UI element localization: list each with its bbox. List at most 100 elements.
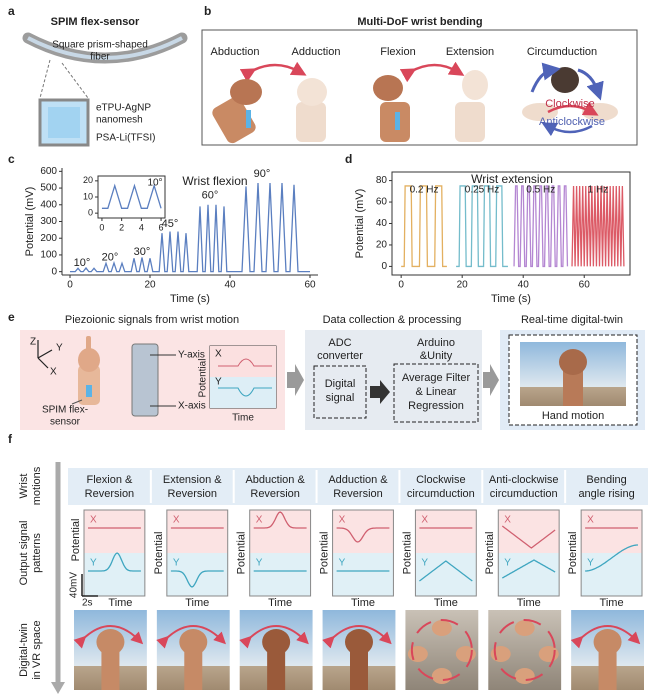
column-label: Bending <box>586 474 626 486</box>
vr-arm <box>184 650 203 690</box>
output-label: Hand motion <box>542 410 604 422</box>
x-tick-label: 20 <box>144 280 156 291</box>
x-label: Time <box>185 597 209 609</box>
decor-rect <box>455 102 485 142</box>
decor-rect <box>246 110 251 128</box>
y-tick-label: 600 <box>40 166 57 177</box>
motion-label: Extension <box>446 46 494 58</box>
signal-band-x <box>166 510 228 553</box>
series-label: 0.5 Hz <box>526 185 555 196</box>
x-tick-label: 60 <box>304 280 316 291</box>
section-title: Piezoionic signals from wrist motion <box>65 314 239 326</box>
signal-band-x <box>332 510 394 553</box>
vr-fist <box>455 646 476 662</box>
mini-y-label: Potential <box>198 359 209 398</box>
mini-signal <box>218 387 272 397</box>
decor-path <box>577 68 604 101</box>
data-line <box>70 183 310 273</box>
motion-label: Adduction <box>292 46 341 58</box>
channel-label: Y <box>339 558 346 569</box>
panel-label: e <box>8 310 15 324</box>
chart-annotation: 10° <box>147 178 162 189</box>
block-label: &Unity <box>420 350 453 362</box>
vr-arrow <box>493 619 556 681</box>
angle-label: 10° <box>74 257 91 269</box>
y-label: Potential <box>567 532 579 575</box>
motion-label: Flexion <box>380 46 415 58</box>
row-label: in VR space <box>31 620 43 679</box>
cross-section-core <box>48 107 80 138</box>
decor-ellipse <box>230 79 262 105</box>
decor-ellipse <box>373 75 403 101</box>
y-axis-label: Potential (mV) <box>24 187 36 257</box>
decor-line <box>71 399 83 405</box>
signal-band-y <box>84 553 145 596</box>
channel-label: X <box>587 515 594 526</box>
motion-arrow <box>399 61 465 83</box>
row-label: Output signal <box>18 521 30 586</box>
fiber-axis-label: X-axis <box>178 401 206 412</box>
x-tick-label: 0 <box>398 280 404 291</box>
x-tick-label: 2 <box>119 222 124 232</box>
header-band <box>68 468 648 505</box>
angle-label: 90° <box>254 168 271 180</box>
data-line <box>401 185 447 268</box>
y-label: Potential <box>153 532 165 575</box>
x-label: Time <box>434 597 458 609</box>
y-axis-label: Potential (mV) <box>354 189 366 259</box>
signal-band-x <box>84 510 145 553</box>
y-label: Potential <box>70 519 82 562</box>
vr-fist <box>514 620 535 636</box>
signal-band-y <box>249 553 311 596</box>
panel-label: c <box>8 152 15 166</box>
process-arrow <box>370 380 390 404</box>
column-label: angle rising <box>578 488 634 500</box>
channel-label: Y <box>421 558 428 569</box>
vr-fist <box>431 668 452 684</box>
row-label: Wrist <box>18 474 30 499</box>
y-tick-label: 400 <box>40 199 57 210</box>
row-label: motions <box>31 466 43 505</box>
y-tick-label: 100 <box>40 250 57 261</box>
vr-arrow <box>73 625 144 649</box>
row-label: patterns <box>31 533 43 573</box>
series-label: 0.2 Hz <box>410 185 439 196</box>
direction-label: Clockwise <box>545 98 595 110</box>
channel-label: Y <box>173 558 180 569</box>
block-label: & Linear <box>416 386 457 398</box>
signal-band-x <box>415 510 477 553</box>
vr-fist <box>490 646 511 662</box>
fiber-core <box>27 36 183 60</box>
y-tick-label: 40 <box>376 218 388 229</box>
x-tick-label: 40 <box>224 280 236 291</box>
y-tick-label: 0 <box>88 208 93 218</box>
column-label: circumduction <box>490 488 558 500</box>
channel-label: X <box>421 515 428 526</box>
column-label: Reversion <box>85 488 135 500</box>
vr-arrow <box>410 619 473 681</box>
mini-x-label: Time <box>232 413 254 424</box>
block-label: signal <box>326 392 355 404</box>
channel-label: X <box>90 515 97 526</box>
vr-arrow <box>570 625 641 649</box>
channel-label: Y <box>256 558 263 569</box>
scale-label: 40mV <box>69 572 80 598</box>
vr-arm <box>101 650 120 690</box>
column-label: Reversion <box>333 488 383 500</box>
block-label: ADC <box>328 337 351 349</box>
y-tick-label: 20 <box>376 240 388 251</box>
twin-fist <box>559 349 587 375</box>
data-line <box>571 185 625 267</box>
x-label: Time <box>268 597 292 609</box>
block-label: Arduino <box>417 337 455 349</box>
channel-label: X <box>504 515 511 526</box>
panel-frame <box>201 29 638 146</box>
decor-ellipse <box>297 78 327 106</box>
block-label: Digital <box>325 378 356 390</box>
channel-label: X <box>173 515 180 526</box>
vr-fist <box>262 629 291 655</box>
y-tick-label: 20 <box>83 175 93 185</box>
decor-line <box>37 349 53 359</box>
vr-arrow <box>322 625 392 649</box>
